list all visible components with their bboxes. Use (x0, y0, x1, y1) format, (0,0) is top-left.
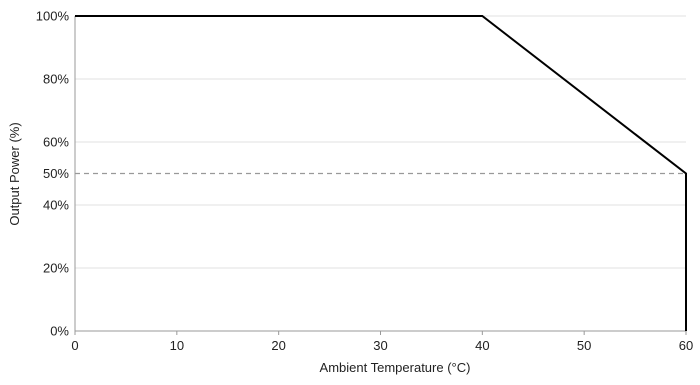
y-tick-labels: 0% 20% 40% 50% 60% 80% 100% (36, 9, 70, 339)
x-tick-label: 40 (475, 338, 489, 353)
x-tick-label: 50 (577, 338, 591, 353)
y-axis-title: Output Power (%) (7, 122, 22, 225)
y-tick-label: 0% (50, 324, 69, 339)
x-tick-label: 0 (71, 338, 78, 353)
y-tick-label: 60% (43, 135, 69, 150)
x-tick-label: 60 (679, 338, 693, 353)
grid-lines (75, 16, 686, 268)
x-tick-label: 20 (271, 338, 285, 353)
axes (75, 16, 686, 335)
y-tick-label: 20% (43, 261, 69, 276)
y-tick-label: 80% (43, 72, 69, 87)
x-tick-label: 10 (170, 338, 184, 353)
x-tick-labels: 0 10 20 30 40 50 60 (71, 338, 693, 353)
x-tick-label: 30 (373, 338, 387, 353)
y-tick-label: 100% (36, 9, 70, 24)
y-tick-label: 40% (43, 198, 69, 213)
y-tick-label: 50% (43, 166, 69, 181)
x-axis-title: Ambient Temperature (°C) (320, 360, 471, 375)
